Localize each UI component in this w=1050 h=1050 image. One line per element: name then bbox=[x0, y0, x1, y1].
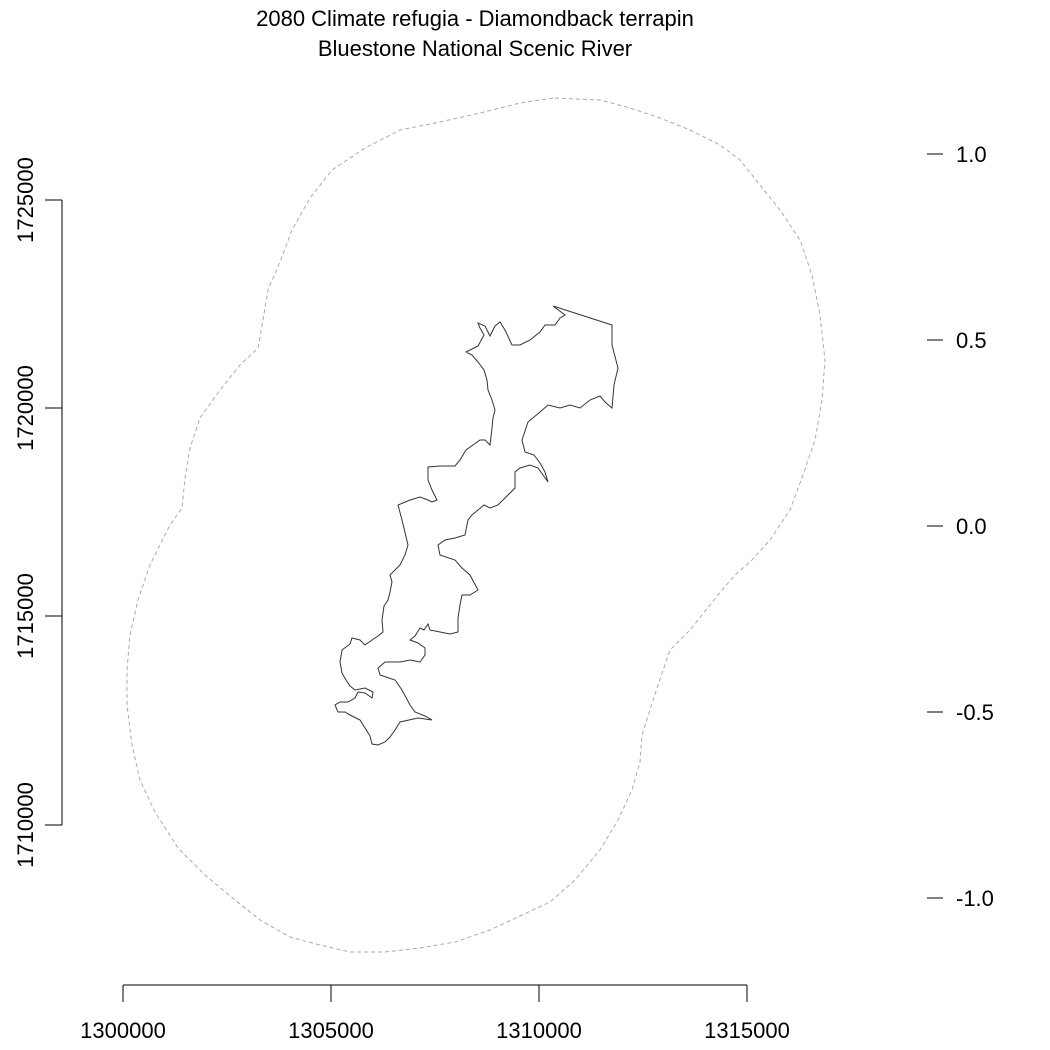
y-axis-tick-label: 1725000 bbox=[13, 157, 38, 243]
park-boundary bbox=[334, 305, 619, 746]
buffer-boundary bbox=[126, 97, 826, 953]
y-axis bbox=[45, 199, 63, 826]
y-axis-tick-label: 1720000 bbox=[13, 365, 38, 451]
map-subtitle: Bluestone National Scenic River bbox=[318, 36, 632, 61]
x-axis-tick-label: 1310000 bbox=[496, 1018, 582, 1043]
legend-axis-tick-label: -1.0 bbox=[956, 886, 994, 911]
legend-axis-tick-label: 1.0 bbox=[956, 142, 987, 167]
map-title: 2080 Climate refugia - Diamondback terra… bbox=[256, 6, 694, 31]
legend-axis-tick-label: 0.5 bbox=[956, 328, 987, 353]
x-axis-tick-label: 1300000 bbox=[80, 1018, 166, 1043]
x-axis bbox=[122, 984, 748, 1002]
y-axis-tick-label: 1715000 bbox=[13, 573, 38, 659]
y-axis-tick-label: 1710000 bbox=[13, 782, 38, 868]
legend-axis bbox=[927, 153, 943, 899]
legend-axis-tick-label: -0.5 bbox=[956, 700, 994, 725]
x-axis-tick-label: 1315000 bbox=[704, 1018, 790, 1043]
x-axis-tick-label: 1305000 bbox=[288, 1018, 374, 1043]
legend-axis-tick-label: 0.0 bbox=[956, 514, 987, 539]
